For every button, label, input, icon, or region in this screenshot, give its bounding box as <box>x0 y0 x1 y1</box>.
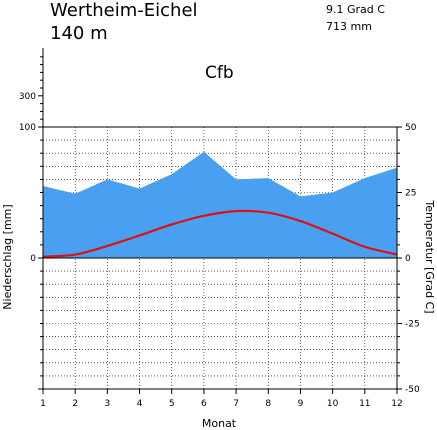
upper-tick-label: 300 <box>19 92 36 102</box>
x-tick-label: 10 <box>327 399 339 409</box>
x-tick-label: 11 <box>359 399 370 409</box>
x-tick-label: 9 <box>298 399 304 409</box>
annual-precipitation: 713 mm <box>326 20 372 33</box>
right-tick-label: 0 <box>405 254 411 264</box>
left-tick-label: 100 <box>19 123 36 133</box>
x-axis-ticks: 1 2 3 4 5 6 7 8 9 10 11 12 <box>40 389 403 409</box>
right-tick-label: 25 <box>405 189 416 199</box>
x-tick-label: 8 <box>265 399 271 409</box>
temperature-line <box>42 209 398 258</box>
x-tick-label: 12 <box>391 399 402 409</box>
x-tick-label: 1 <box>40 399 46 409</box>
right-axis-ticks: -50 -25 0 25 50 <box>397 123 420 395</box>
station-name: Wertheim-Eichel <box>50 0 198 21</box>
x-tick-label: 5 <box>169 399 175 409</box>
koppen-class: Cfb <box>205 63 234 83</box>
left-axis-ticks: 0 100 <box>19 123 43 390</box>
precipitation-area <box>43 151 397 258</box>
precipitation-series <box>42 151 398 258</box>
x-tick-label: 4 <box>137 399 143 409</box>
left-axis-label: Niederschlag [mm] <box>1 204 14 309</box>
upper-precip-axis: 300 <box>19 56 43 120</box>
right-tick-label: -25 <box>405 320 420 330</box>
x-tick-label: 7 <box>233 399 239 409</box>
x-tick-label: 3 <box>104 399 110 409</box>
right-tick-label: 50 <box>405 123 417 133</box>
left-tick-label: 0 <box>30 254 36 264</box>
station-elevation: 140 m <box>50 23 108 44</box>
x-tick-label: 6 <box>201 399 207 409</box>
annual-temperature: 9.1 Grad C <box>326 3 385 16</box>
x-tick-label: 2 <box>72 399 78 409</box>
right-axis-label: Temperatur [Grad C] <box>423 199 436 313</box>
x-axis-label: Monat <box>202 417 237 430</box>
right-tick-label: -50 <box>405 385 420 395</box>
